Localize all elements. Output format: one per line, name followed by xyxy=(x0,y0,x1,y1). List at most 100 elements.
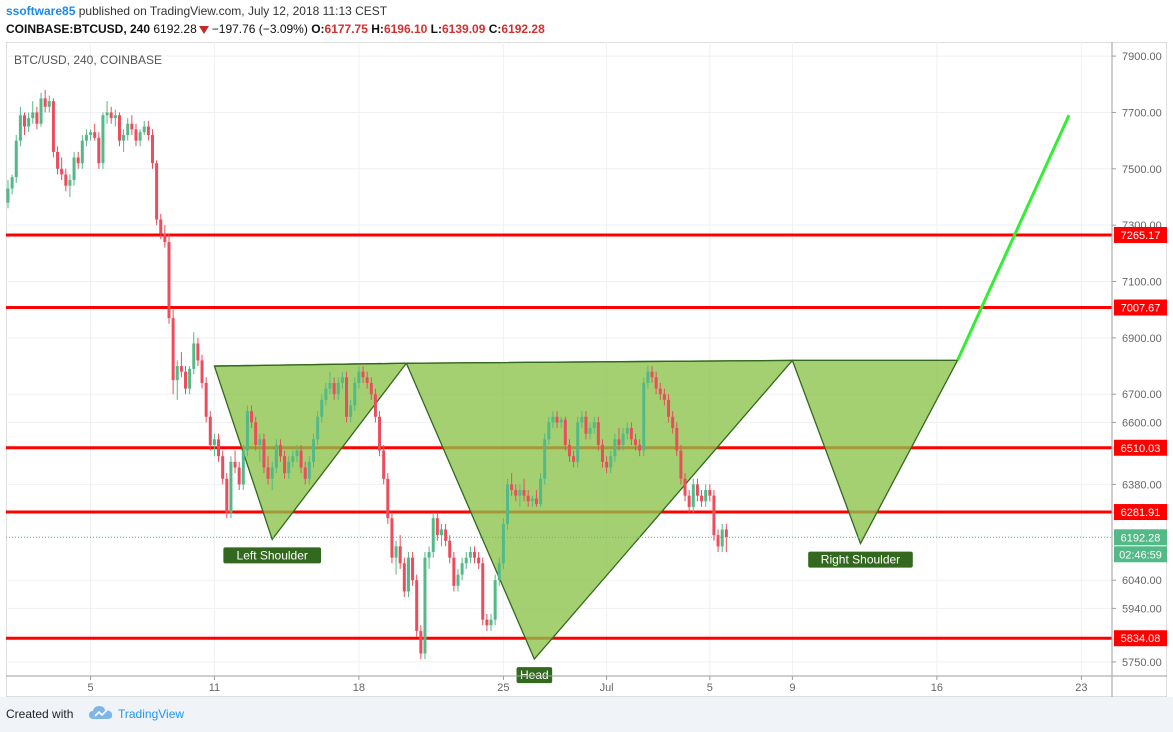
candle-body xyxy=(406,557,410,592)
candle-body xyxy=(245,411,249,451)
candle-body xyxy=(724,529,728,538)
candle-body xyxy=(23,115,27,127)
y-tick-label: 7900.00 xyxy=(1122,51,1162,63)
candle-body xyxy=(514,490,518,496)
candle-body xyxy=(600,444,604,462)
pattern-labels: Left Shoulder Head Right Shoulder xyxy=(223,547,913,684)
x-tick-label: 25 xyxy=(497,682,509,694)
candle-body xyxy=(60,168,64,175)
candle-body xyxy=(80,140,84,164)
candle-body xyxy=(39,98,43,124)
candle-body xyxy=(262,439,266,468)
y-tick-label: 7100.00 xyxy=(1122,277,1162,289)
candle-body xyxy=(278,444,282,457)
candle-body xyxy=(501,523,505,564)
candle-body xyxy=(460,563,464,575)
candle-body xyxy=(89,132,93,135)
candle-body xyxy=(638,444,642,451)
candle-body xyxy=(142,126,146,133)
candle-body xyxy=(472,552,476,558)
candle-body xyxy=(489,619,493,626)
candle-body xyxy=(650,371,654,378)
candle-body xyxy=(716,535,720,547)
candle-body xyxy=(510,484,514,491)
candle-body xyxy=(18,115,22,141)
level-label: 6510.03 xyxy=(1121,443,1161,455)
candle-body xyxy=(679,450,683,479)
time-axis[interactable]: 5 11 18 25 Jul 5 9 16 23 xyxy=(88,676,1088,694)
symbol-line: COINBASE:BTCUSD, 240 6192.28 −197.76 (−3.… xyxy=(6,22,545,36)
candle-body xyxy=(576,422,580,462)
candle-body xyxy=(596,422,600,445)
neckline xyxy=(214,359,958,367)
candle-body xyxy=(76,157,80,164)
candle-body xyxy=(266,467,270,479)
candle-body xyxy=(35,112,39,124)
y-tick-label: 6040.00 xyxy=(1122,575,1162,587)
candle-body xyxy=(84,134,88,141)
candle-body xyxy=(324,388,328,400)
candle-body xyxy=(113,115,117,119)
candle-body xyxy=(373,394,377,417)
candle-body xyxy=(427,552,431,558)
candle-body xyxy=(254,422,258,445)
candle-body xyxy=(448,540,452,558)
candle-body xyxy=(390,518,394,558)
candle-body xyxy=(398,546,402,564)
level-price-labels: 7265.17 7007.67 6510.03 6281.91 5834.08 6192.… xyxy=(1114,226,1167,647)
candle-body xyxy=(497,563,501,581)
candle-body xyxy=(683,478,687,496)
candle-body xyxy=(547,422,551,440)
pattern-label: Head xyxy=(520,668,549,682)
candle-body xyxy=(105,112,109,116)
candle-body xyxy=(150,134,154,164)
candle-body xyxy=(361,371,365,378)
candle-body xyxy=(419,630,423,654)
candle-body xyxy=(353,382,357,406)
candle-body xyxy=(250,411,254,423)
candle-body xyxy=(196,343,200,361)
candle-body xyxy=(621,433,625,445)
candle-body xyxy=(411,557,415,581)
candle-body xyxy=(485,619,489,626)
head-shoulders-pattern xyxy=(213,359,959,661)
candle-body xyxy=(328,382,332,389)
candle-body xyxy=(47,101,51,107)
y-tick-label: 6900.00 xyxy=(1122,333,1162,345)
candle-body xyxy=(241,450,245,485)
candle-body xyxy=(534,498,538,505)
candle-body xyxy=(233,461,237,468)
close-label: C: xyxy=(488,22,502,36)
level-label: 6281.91 xyxy=(1121,507,1161,519)
candle-body xyxy=(567,444,571,457)
pattern-label: Left Shoulder xyxy=(237,548,308,562)
candle-body xyxy=(295,450,299,457)
candle-body xyxy=(609,456,613,468)
candle-body xyxy=(439,529,443,536)
price-change: −197.76 (−3.09%) xyxy=(211,22,308,36)
open-label: O: xyxy=(311,22,325,36)
candle-body xyxy=(444,529,448,541)
candle-body xyxy=(617,439,621,445)
tradingview-link[interactable]: TradingView xyxy=(118,707,185,721)
last-price: 6192.28 xyxy=(153,22,197,36)
tradingview-cloud-icon xyxy=(89,706,113,719)
price-chart[interactable]: Left Shoulder Head Right Shoulder 7900.00 7… xyxy=(6,42,1167,697)
candle-body xyxy=(307,461,311,479)
candle-body xyxy=(435,518,439,536)
candle-body xyxy=(184,371,188,389)
candle-body xyxy=(163,233,167,243)
candle-body xyxy=(369,382,373,395)
candle-body xyxy=(208,416,212,445)
publisher-link[interactable]: ssoftware85 xyxy=(6,4,76,18)
candle-body xyxy=(109,112,113,119)
candle-body xyxy=(580,416,584,423)
candle-body xyxy=(605,461,609,468)
candle-body xyxy=(481,563,485,620)
candle-body xyxy=(274,444,278,468)
candle-body xyxy=(464,557,468,564)
candle-body xyxy=(539,478,543,505)
candle-body xyxy=(588,428,592,434)
price-axis[interactable]: 7900.007700.007500.007300.007100.006900.… xyxy=(1112,51,1162,669)
x-tick-label: 23 xyxy=(1075,682,1087,694)
